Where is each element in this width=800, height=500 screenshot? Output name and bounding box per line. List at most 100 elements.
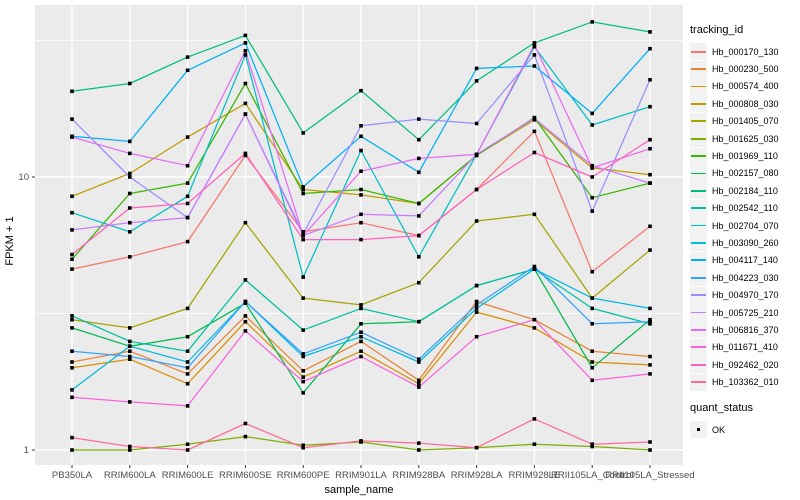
legend-key-line-swatch [690, 60, 707, 78]
legend-line-icon [691, 68, 706, 70]
data-point [648, 46, 652, 51]
legend-key-line-swatch [690, 269, 707, 287]
data-point [532, 317, 537, 322]
legend-line-icon [691, 50, 706, 53]
data-point [532, 417, 537, 421]
legend-item-label: Hb_001625_030 [712, 133, 779, 144]
legend-item-label: Hb_001405_070 [712, 116, 779, 127]
data-point [128, 354, 132, 359]
data-point [301, 191, 305, 196]
data-point [417, 357, 421, 361]
legend-item-label: Hb_002704_070 [712, 220, 779, 231]
legend-item-label: Hb_005725_210 [712, 307, 779, 318]
legend-item-Hb_002157_080: Hb_002157_080 [690, 164, 800, 182]
quant-status-legend-title: quant_status [690, 401, 753, 414]
data-point [128, 191, 132, 196]
data-point [648, 172, 652, 177]
legend-line-icon [691, 120, 706, 123]
data-point [128, 81, 132, 86]
data-point [648, 248, 652, 252]
data-point [648, 317, 652, 322]
data-point [70, 448, 74, 452]
data-point [648, 363, 652, 367]
data-point [359, 193, 363, 197]
data-point [417, 280, 421, 285]
legend-item-Hb_103362_010: Hb_103362_010 [690, 373, 800, 391]
data-point [70, 360, 74, 364]
data-point [359, 88, 363, 93]
data-point [417, 381, 421, 386]
data-point [359, 148, 363, 153]
data-point [532, 44, 537, 49]
legend-key-line-swatch [690, 321, 707, 339]
legend-item-Hb_001625_030: Hb_001625_030 [690, 130, 800, 148]
x-tick-label: RRIM928BA [392, 470, 445, 481]
data-point [243, 329, 248, 333]
tracking-id-legend-title: tracking_id [690, 24, 744, 36]
data-point [70, 395, 74, 400]
data-point [70, 194, 74, 199]
legend-line-icon [691, 207, 706, 210]
data-point [359, 303, 363, 307]
data-point [185, 215, 190, 220]
data-point [417, 117, 421, 121]
data-point [417, 448, 421, 452]
data-point [185, 201, 190, 206]
legend-item-Hb_002542_110: Hb_002542_110 [690, 199, 800, 217]
data-point [128, 448, 132, 452]
legend-item-label: Hb_004970_170 [712, 290, 779, 301]
data-point [417, 441, 421, 445]
data-point [243, 101, 248, 106]
legend: tracking_id Hb_000170_130 Hb_000230_500 Hb… [690, 24, 800, 438]
legend-key-line-swatch [690, 286, 707, 304]
data-point [359, 212, 363, 217]
data-point [185, 163, 190, 168]
legend-item-Hb_005725_210: Hb_005725_210 [690, 304, 800, 322]
data-point [474, 79, 479, 83]
data-point [417, 360, 421, 364]
legend-item-label: Hb_002184_110 [712, 185, 778, 196]
y-tick-label: 10 [18, 172, 29, 183]
data-point [474, 152, 479, 157]
legend-item-Hb_006816_370: Hb_006816_370 [690, 321, 800, 339]
data-point [70, 267, 74, 271]
data-point [301, 185, 305, 189]
data-point [128, 206, 132, 210]
legend-item-label: Hb_001969_110 [712, 151, 778, 162]
legend-item-Hb_001405_070: Hb_001405_070 [690, 112, 800, 130]
data-point [185, 404, 190, 408]
data-point [590, 349, 594, 353]
legend-item-label: Hb_092462_020 [712, 359, 779, 370]
data-point [359, 322, 363, 326]
data-point [590, 322, 594, 326]
data-point [243, 220, 248, 225]
legend-item-Hb_003090_260: Hb_003090_260 [690, 234, 800, 252]
legend-line-icon [691, 276, 706, 279]
data-point [590, 378, 594, 383]
data-point [359, 439, 363, 443]
data-point [590, 360, 594, 364]
data-point [532, 150, 537, 155]
y-tick-label: 1 [24, 445, 29, 456]
data-point [417, 201, 421, 206]
legend-key-line-swatch [690, 373, 707, 391]
data-point [359, 354, 363, 359]
legend-item-Hb_000574_400: Hb_000574_400 [690, 77, 800, 95]
data-point [417, 378, 421, 383]
x-tick-label: PB350LA [52, 470, 93, 481]
legend-item-Hb_011671_410: Hb_011671_410 [690, 338, 800, 356]
data-point [648, 137, 652, 142]
data-point [185, 68, 190, 73]
data-point [417, 137, 421, 142]
data-point [128, 171, 132, 176]
data-point [70, 349, 74, 353]
data-point [301, 352, 305, 356]
x-tick-label: RRIM928LE [509, 470, 561, 481]
legend-key-line-swatch [690, 234, 707, 252]
data-point [70, 252, 74, 257]
legend-item-Hb_002184_110: Hb_002184_110 [690, 182, 800, 200]
legend-key-line-swatch [690, 182, 707, 200]
data-point [128, 175, 132, 179]
legend-key-line-swatch [690, 43, 707, 61]
legend-line-icon [691, 155, 706, 157]
